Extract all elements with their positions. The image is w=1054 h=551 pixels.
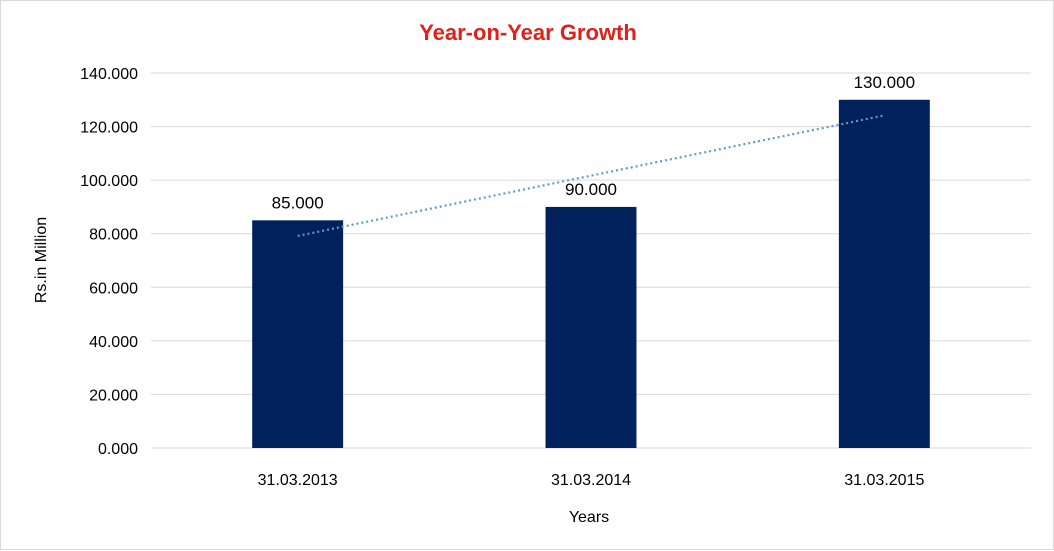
y-tick-label: 80.000 [89, 227, 138, 244]
bar [838, 99, 930, 449]
y-tick-label: 20.000 [89, 387, 138, 404]
y-tick-label: 120.000 [80, 120, 138, 137]
x-tick-label: 31.03.2014 [551, 472, 631, 489]
data-labels: 85.000 90.000 130.000 [272, 73, 915, 213]
bar [545, 206, 637, 448]
chart-title: Year-on-Year Growth [419, 20, 637, 45]
x-axis-ticks: 31.03.2013 31.03.2014 31.03.2015 [258, 472, 925, 489]
bar [252, 220, 344, 448]
y-tick-label: 140.000 [80, 66, 138, 83]
y-tick-label: 60.000 [89, 280, 138, 297]
y-tick-label: 100.000 [80, 173, 138, 190]
y-tick-label: 40.000 [89, 334, 138, 351]
data-label: 90.000 [565, 180, 617, 199]
y-axis-label: Rs.in Million [33, 217, 50, 303]
y-tick-label: 0.000 [98, 441, 138, 458]
x-tick-label: 31.03.2015 [844, 472, 924, 489]
data-label: 130.000 [854, 73, 915, 92]
y-axis-ticks: 0.000 20.000 40.000 60.000 80.000 100.000 120.… [80, 66, 138, 458]
data-label: 85.000 [272, 193, 324, 212]
x-tick-label: 31.03.2013 [258, 472, 338, 489]
x-axis-label: Years [569, 509, 609, 526]
bars [252, 99, 930, 449]
